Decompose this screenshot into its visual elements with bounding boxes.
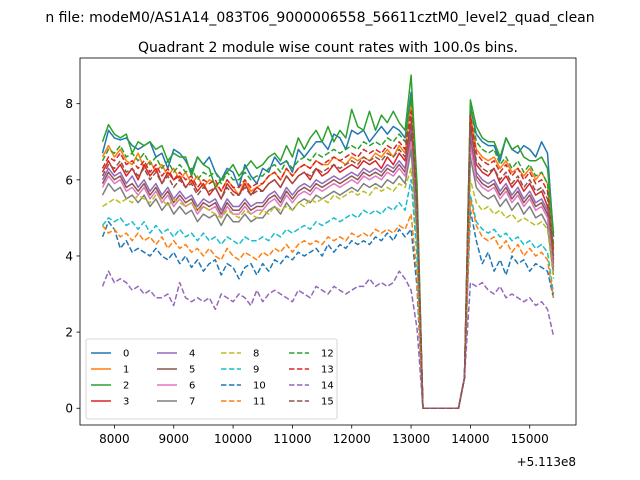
- legend-label-13: 13: [321, 365, 334, 376]
- series-line-4: [101, 129, 555, 409]
- legend-label-4: 4: [189, 349, 195, 360]
- x-tick-label: 10000: [214, 432, 252, 446]
- chart-title: Quadrant 2 module wise count rates with …: [138, 40, 518, 56]
- y-tick-label: 6: [65, 173, 73, 187]
- legend-label-6: 6: [189, 381, 195, 392]
- x-axis-offset-label: +5.113e8: [517, 455, 576, 469]
- series-line-15: [101, 118, 555, 409]
- x-tick-label: 9000: [158, 432, 189, 446]
- legend-label-8: 8: [253, 349, 259, 360]
- x-tick-label: 13000: [392, 432, 430, 446]
- x-tick-label: 15000: [511, 432, 549, 446]
- series-layer: [101, 74, 555, 409]
- axes-frame: [79, 57, 577, 426]
- legend-label-15: 15: [321, 397, 334, 408]
- x-tick-label: 12000: [333, 432, 371, 446]
- legend-label-10: 10: [253, 381, 266, 392]
- y-tick-label: 4: [65, 249, 73, 263]
- legend-label-1: 1: [123, 365, 129, 376]
- series-line-2: [101, 74, 555, 409]
- figure-suptitle: n file: modeM0/AS1A14_083T06_9000006558_…: [45, 10, 594, 26]
- legend-label-14: 14: [321, 381, 334, 392]
- series-line-5: [101, 133, 555, 409]
- series-line-9: [101, 179, 555, 409]
- legend-box: [85, 338, 338, 420]
- series-line-11: [101, 198, 555, 409]
- y-tick-label: 0: [65, 402, 73, 416]
- y-axis-ticks: 0 2 4 6 8: [65, 97, 80, 416]
- legend-label-0: 0: [123, 349, 129, 360]
- legend-label-5: 5: [189, 365, 195, 376]
- series-line-10: [101, 209, 555, 409]
- legend-label-11: 11: [253, 397, 266, 408]
- x-tick-label: 11000: [273, 432, 311, 446]
- series-line-14: [101, 270, 555, 409]
- y-tick-label: 2: [65, 326, 73, 340]
- x-axis-ticks: 8000 9000 10000 11000 12000 13000 14000 15000: [99, 425, 549, 446]
- series-line-0: [101, 91, 555, 409]
- series-line-7: [101, 148, 555, 409]
- legend-label-7: 7: [189, 397, 195, 408]
- legend-label-9: 9: [253, 365, 259, 376]
- series-line-3: [101, 121, 555, 409]
- series-line-1: [101, 102, 555, 409]
- legend-label-2: 2: [123, 381, 129, 392]
- y-tick-label: 8: [65, 97, 73, 111]
- x-tick-label: 14000: [451, 432, 489, 446]
- legend-label-3: 3: [123, 397, 129, 408]
- series-line-13: [101, 110, 555, 409]
- legend-label-12: 12: [321, 349, 334, 360]
- series-line-12: [101, 95, 555, 409]
- series-line-8: [102, 167, 555, 409]
- x-tick-label: 8000: [99, 432, 130, 446]
